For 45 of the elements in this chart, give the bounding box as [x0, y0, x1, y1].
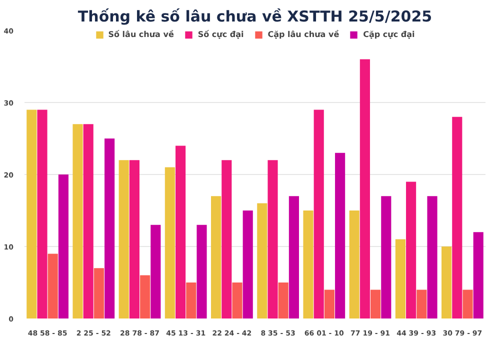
bar [140, 275, 150, 318]
bar [395, 239, 406, 318]
bar [268, 160, 278, 318]
bar [83, 124, 94, 318]
legend-label: Số cực đại [198, 30, 244, 39]
bar [129, 160, 140, 318]
bar [442, 246, 452, 318]
bar [26, 110, 37, 318]
bar [186, 282, 196, 318]
bar [37, 110, 48, 318]
bar [104, 138, 115, 318]
bar [427, 196, 438, 318]
bar [303, 210, 314, 318]
bar [257, 203, 268, 318]
bar [278, 282, 288, 318]
bar [222, 160, 232, 318]
bar [462, 290, 473, 318]
bar [324, 290, 334, 318]
bar [473, 232, 484, 318]
bar [406, 182, 416, 318]
bar [176, 146, 186, 318]
bar [118, 160, 129, 318]
bar [288, 196, 299, 318]
bar [58, 174, 68, 318]
bar [94, 268, 104, 318]
bar [349, 210, 360, 318]
bar [452, 116, 462, 318]
bar [211, 196, 222, 318]
bar [381, 196, 392, 318]
bar [150, 224, 161, 318]
bar [335, 152, 346, 318]
legend-label: Cặp lâu chưa về [268, 30, 340, 39]
bar [72, 124, 83, 318]
bar [48, 254, 58, 318]
chart-title: Thống kê số lâu chưa về XSTTH 25/5/2025 [78, 8, 432, 26]
bar [314, 110, 324, 318]
legend-label: Số lâu chưa về [108, 30, 174, 39]
bar [360, 59, 370, 318]
bar [196, 224, 207, 318]
bar [416, 290, 427, 318]
bar [164, 167, 175, 318]
bar [242, 210, 253, 318]
legend-label: Cặp cực đại [363, 30, 415, 39]
bar [232, 282, 242, 318]
bar [370, 290, 381, 318]
